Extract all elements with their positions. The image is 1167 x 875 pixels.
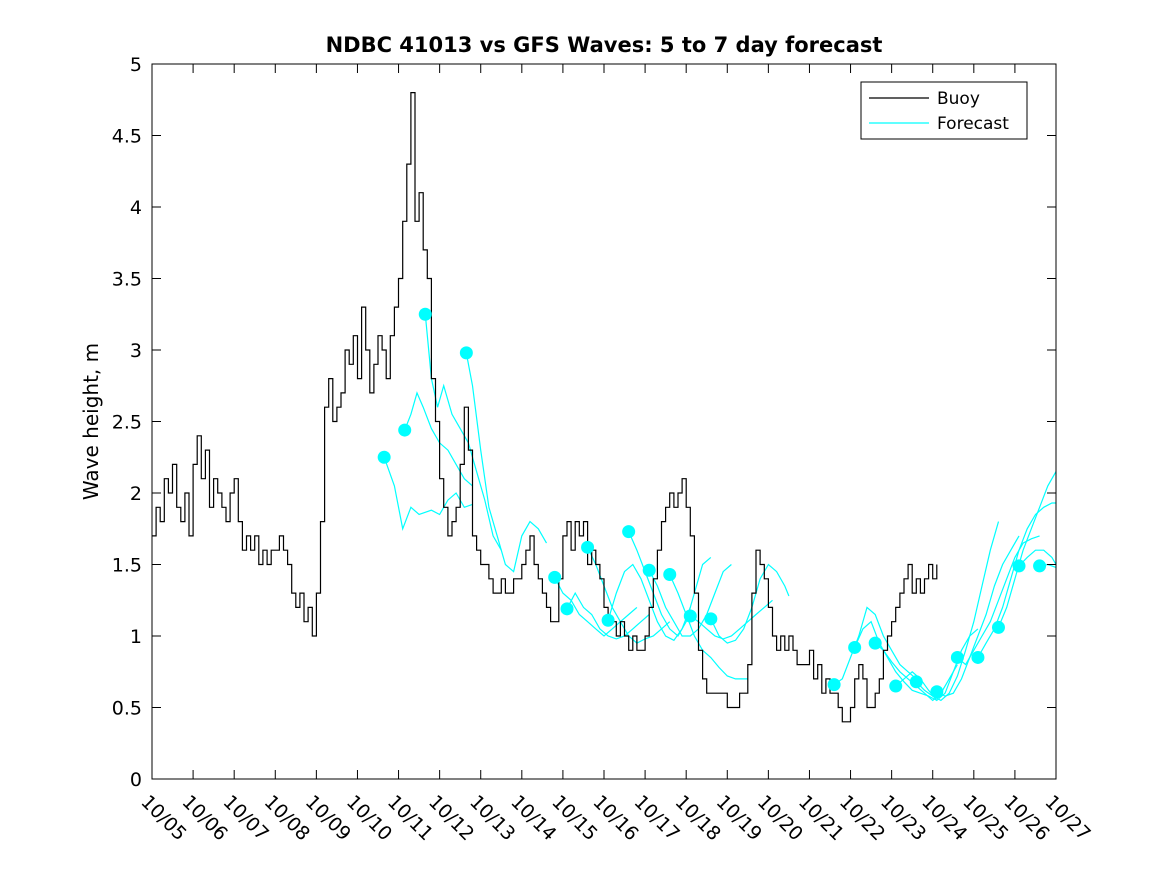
forecast-line — [554, 577, 638, 637]
chart-title: NDBC 41013 vs GFS Waves: 5 to 7 day fore… — [326, 33, 883, 57]
forecast-marker — [868, 636, 882, 650]
forecast-marker — [459, 346, 473, 360]
forecast-line — [936, 535, 1020, 697]
forecast-line — [895, 628, 979, 702]
y-tick-label: 4 — [130, 197, 142, 219]
series-layer — [152, 92, 1056, 723]
forecast-marker — [560, 602, 574, 616]
forecast-line — [689, 599, 773, 640]
y-tick-label: 2 — [130, 483, 142, 505]
forecast-line — [669, 574, 748, 680]
legend: Buoy Forecast — [860, 81, 1028, 140]
forecast-line — [977, 502, 1056, 658]
y-tick-label: 1.5 — [112, 555, 142, 577]
plot-background — [152, 64, 1056, 779]
buoy-line — [152, 92, 938, 723]
forecast-marker — [827, 678, 841, 692]
forecast-line — [997, 471, 1056, 628]
forecast-marker — [601, 613, 615, 627]
legend-box — [860, 81, 1028, 140]
forecast-marker — [398, 423, 412, 437]
y-tick-label: 0.5 — [112, 698, 142, 720]
forecast-line — [648, 564, 732, 637]
forecast-marker — [930, 685, 944, 699]
forecast-marker — [581, 540, 595, 554]
y-axis: 0 0.5 1 1.5 2 2.5 3 3.5 4 4.5 5 — [112, 54, 1056, 791]
forecast-marker — [704, 612, 718, 626]
y-tick-label: 4.5 — [112, 126, 142, 148]
forecast-marker — [909, 675, 923, 689]
forecast-marker — [991, 620, 1005, 634]
plot-area: 00.511.522.533.544.55 10/0510/0610/0710/… — [112, 54, 1095, 845]
forecast-marker — [622, 525, 636, 539]
forecast-line — [833, 606, 917, 686]
y-tick-label: 0 — [130, 769, 142, 791]
y-tick-label: 1 — [130, 626, 142, 648]
forecast-marker — [418, 307, 432, 321]
forecast-line — [607, 563, 691, 642]
forecast-marker — [848, 640, 862, 654]
forecast-marker — [950, 650, 964, 664]
y-tick-label: 5 — [130, 54, 142, 76]
y-tick-label: 3 — [130, 340, 142, 362]
y-tick-label: 3.5 — [112, 269, 142, 291]
forecast-marker — [642, 563, 656, 577]
forecast-line — [1018, 549, 1056, 567]
forecast-marker — [889, 679, 903, 693]
forecast-line — [854, 620, 938, 701]
forecast-marker — [377, 450, 391, 464]
forecast-line — [383, 457, 473, 531]
forecast-marker — [683, 609, 697, 623]
forecast-line — [465, 352, 548, 573]
forecast-marker — [1033, 559, 1047, 573]
y-axis-label: Wave height, m — [79, 343, 103, 500]
forecast-marker — [971, 650, 985, 664]
forecast-line — [628, 531, 712, 637]
forecast-line — [566, 591, 650, 640]
y-tick-label: 2.5 — [112, 412, 142, 434]
forecast-line — [915, 521, 1000, 702]
forecast-marker — [663, 568, 677, 582]
forecast-marker — [548, 570, 562, 584]
legend-label-forecast: Forecast — [937, 114, 1009, 134]
legend-label-buoy: Buoy — [937, 89, 980, 109]
forecast-marker — [1012, 559, 1026, 573]
